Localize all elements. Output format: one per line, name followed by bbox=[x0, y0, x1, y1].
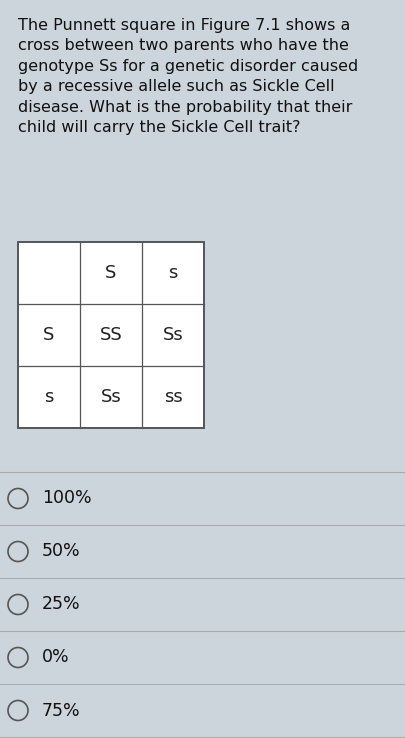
Text: The Punnett square in Figure 7.1 shows a
cross between two parents who have the
: The Punnett square in Figure 7.1 shows a… bbox=[18, 18, 358, 135]
Text: S: S bbox=[105, 264, 117, 282]
Text: s: s bbox=[44, 388, 54, 406]
Text: 25%: 25% bbox=[42, 596, 81, 613]
Bar bbox=[18, 242, 204, 428]
Text: 75%: 75% bbox=[42, 702, 81, 720]
Text: Ss: Ss bbox=[100, 388, 122, 406]
Text: SS: SS bbox=[100, 326, 122, 344]
Text: ss: ss bbox=[164, 388, 182, 406]
Text: S: S bbox=[43, 326, 55, 344]
Text: 50%: 50% bbox=[42, 542, 81, 560]
Text: 0%: 0% bbox=[42, 649, 70, 666]
Text: s: s bbox=[168, 264, 178, 282]
Text: 100%: 100% bbox=[42, 489, 92, 508]
Text: Ss: Ss bbox=[163, 326, 183, 344]
